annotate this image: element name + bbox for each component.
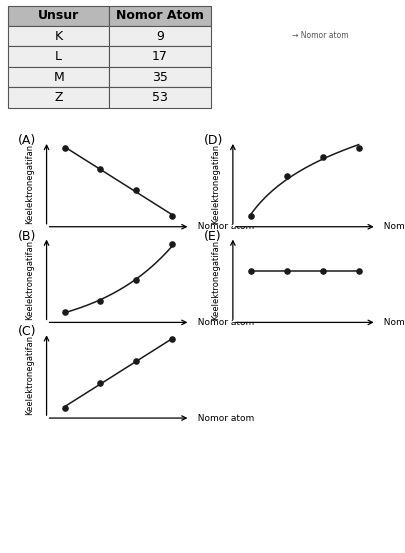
Point bbox=[284, 267, 290, 275]
Point bbox=[61, 403, 68, 412]
Text: (A): (A) bbox=[18, 134, 36, 147]
Point bbox=[133, 276, 140, 285]
Text: → Nomor atom: → Nomor atom bbox=[292, 32, 348, 40]
Point bbox=[356, 143, 362, 152]
Text: (B): (B) bbox=[18, 230, 36, 243]
Text: Nomor atom: Nomor atom bbox=[192, 414, 254, 422]
Text: Keelektronegatifan: Keelektronegatifan bbox=[211, 144, 220, 224]
Point bbox=[97, 296, 104, 305]
Text: Nomor atom: Nomor atom bbox=[378, 222, 405, 231]
Text: Nomor atom: Nomor atom bbox=[192, 222, 254, 231]
Point bbox=[97, 165, 104, 174]
Point bbox=[97, 378, 104, 387]
Text: Keelektronegatifan: Keelektronegatifan bbox=[211, 239, 220, 320]
Point bbox=[320, 153, 326, 161]
Point bbox=[284, 171, 290, 180]
Point bbox=[356, 267, 362, 275]
Point bbox=[247, 267, 254, 275]
Text: (C): (C) bbox=[18, 326, 36, 338]
Text: (D): (D) bbox=[204, 134, 224, 147]
Point bbox=[320, 267, 326, 275]
Text: (E): (E) bbox=[204, 230, 222, 243]
Text: Nomor atom: Nomor atom bbox=[192, 318, 254, 327]
Point bbox=[61, 307, 68, 316]
Text: Keelektronegatifan: Keelektronegatifan bbox=[25, 239, 34, 320]
Point bbox=[169, 239, 176, 248]
Point bbox=[133, 357, 140, 366]
Point bbox=[247, 212, 254, 221]
Text: Keelektronegatifan: Keelektronegatifan bbox=[25, 144, 34, 224]
Point bbox=[169, 212, 176, 221]
Text: Nomor atom: Nomor atom bbox=[378, 318, 405, 327]
Text: Keelektronegatifan: Keelektronegatifan bbox=[25, 335, 34, 415]
Point bbox=[133, 186, 140, 195]
Point bbox=[61, 143, 68, 152]
Point bbox=[169, 335, 176, 343]
